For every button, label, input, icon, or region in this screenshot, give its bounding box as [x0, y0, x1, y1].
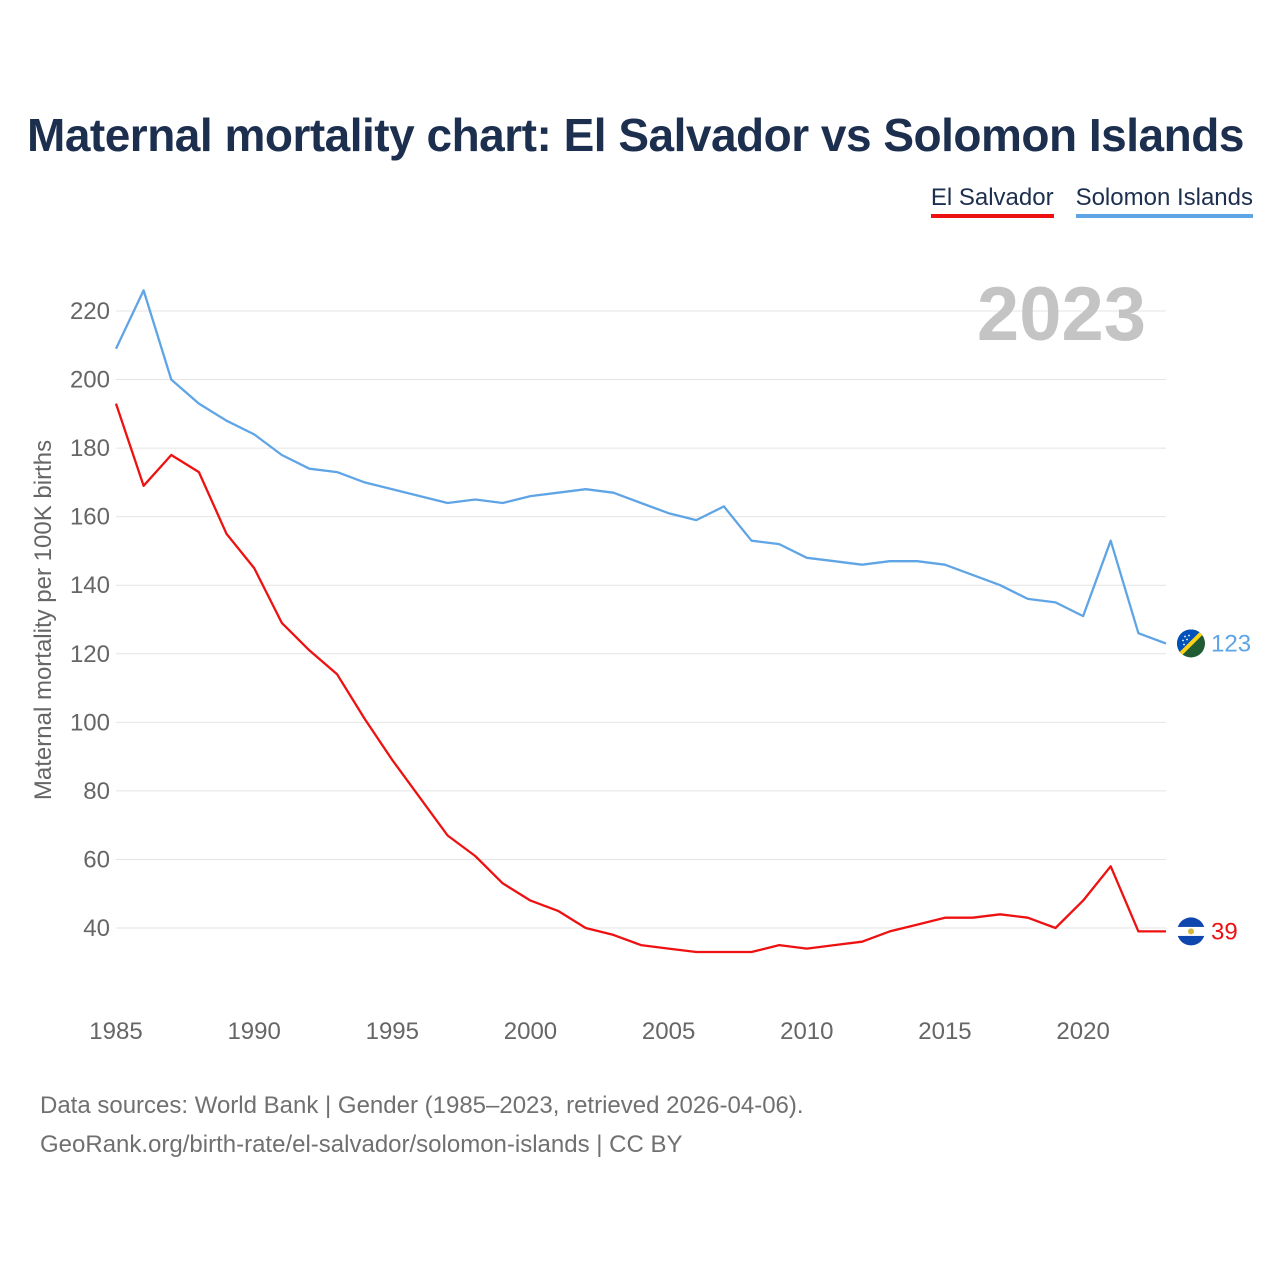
series-lines [114, 289, 1167, 954]
end-label-el-salvador: 39 [1211, 918, 1238, 945]
x-tick-label: 1995 [366, 1018, 419, 1045]
y-tick-label: 180 [70, 435, 110, 462]
y-tick-label: 60 [83, 846, 110, 873]
legend: El Salvador Solomon Islands [930, 184, 1253, 218]
series-line-solomon-islands [114, 289, 1167, 645]
y-tick-label: 140 [70, 572, 110, 599]
y-tick-label: 220 [70, 298, 110, 325]
legend-item-el-salvador[interactable]: El Salvador [930, 184, 1054, 218]
end-markers: 39 123 [1177, 629, 1251, 946]
y-tick-label: 200 [70, 367, 110, 394]
series-line-el-salvador [114, 403, 1166, 954]
x-tick-label: 2015 [918, 1018, 971, 1045]
x-tick-label: 2010 [780, 1018, 833, 1045]
y-tick-label: 120 [70, 641, 110, 668]
x-tick-label: 2000 [504, 1018, 557, 1045]
end-label-solomon-islands: 123 [1211, 630, 1251, 657]
x-tick-label: 1985 [89, 1018, 142, 1045]
x-tick-label: 2020 [1056, 1018, 1109, 1045]
gridlines [116, 310, 1166, 929]
source-link[interactable]: GeoRank.org/birth-rate/el-salvador/solom… [40, 1131, 683, 1158]
x-axis-ticks: 1985 1990 1995 2000 2005 2010 2015 2020 [89, 1018, 1109, 1045]
x-tick-label: 2005 [642, 1018, 695, 1045]
y-tick-label: 160 [70, 504, 110, 531]
x-tick-label: 1990 [227, 1018, 280, 1045]
flag-el-salvador-icon [1177, 917, 1205, 946]
y-axis-ticks: 40 60 80 100 120 140 160 180 200 220 [70, 298, 110, 942]
chart-title: Maternal mortality chart: El Salvador vs… [27, 109, 1244, 161]
source-line-1: Data sources: World Bank | Gender (1985–… [40, 1092, 804, 1119]
legend-item-solomon-islands[interactable]: Solomon Islands [1075, 184, 1253, 218]
data-source: Data sources: World Bank | Gender (1985–… [40, 1086, 804, 1164]
year-watermark: 2023 [977, 272, 1146, 357]
flag-solomon-islands-icon [1177, 629, 1205, 658]
y-tick-label: 80 [83, 778, 110, 805]
y-axis-label: Maternal mortality per 100K births [30, 440, 57, 800]
y-tick-label: 100 [70, 709, 110, 736]
y-tick-label: 40 [83, 915, 110, 942]
